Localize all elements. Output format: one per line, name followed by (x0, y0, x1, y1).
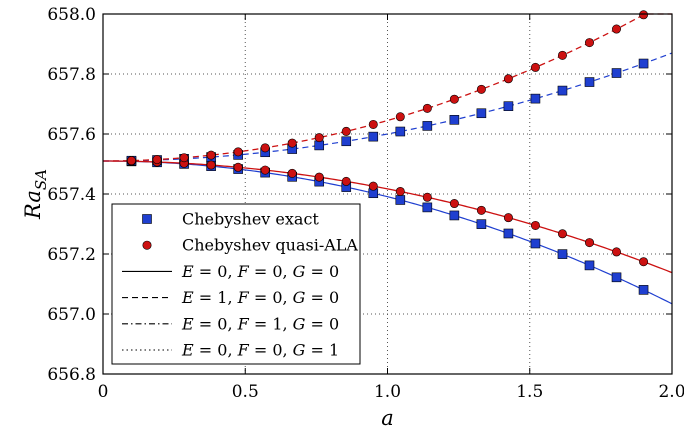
marker-exact-square (341, 136, 352, 147)
marker-quasi-circle (152, 155, 162, 165)
curve-quasi-E1 (103, 13, 672, 162)
marker-quasi-circle (639, 10, 649, 20)
legend-entry-label: E = 0, F = 1, G = 0 (181, 314, 339, 333)
marker-exact-square (611, 272, 622, 283)
marker-exact-square (530, 93, 541, 104)
marker-quasi-circle (314, 172, 324, 182)
marker-quasi-circle (260, 143, 270, 153)
y-tick-label: 656.8 (47, 365, 96, 385)
marker-quasi-circle (449, 199, 459, 209)
marker-quasi-circle (368, 119, 378, 129)
y-axis-label: RaSA (21, 169, 50, 220)
marker-exact-square (584, 260, 595, 271)
y-tick-label: 657.6 (47, 125, 96, 145)
marker-quasi-circle (476, 84, 486, 94)
marker-quasi-circle (206, 160, 216, 170)
marker-quasi-circle (287, 168, 297, 178)
marker-quasi-circle (368, 181, 378, 191)
marker-quasi-circle (584, 238, 594, 248)
marker-exact-square (503, 228, 514, 239)
marker-exact-square (557, 85, 568, 96)
legend-entry-label: Chebyshev quasi-ALA (182, 236, 358, 255)
marker-exact-square (449, 115, 460, 125)
y-tick-labels: 656.8 657.0 657.2 657.4 657.6 657.8 658.0 (47, 5, 96, 385)
curve-quasi-E0 (103, 160, 673, 274)
marker-quasi-circle (395, 112, 405, 122)
marker-exact-square (503, 101, 514, 111)
marker-exact-square (530, 238, 541, 249)
x-tick-label: 2.0 (658, 382, 684, 402)
marker-exact-square (449, 210, 460, 221)
marker-exact-square (476, 108, 487, 119)
y-tick-label: 658.0 (47, 5, 96, 25)
ticks (102, 13, 673, 375)
x-tick-label: 1.0 (374, 382, 401, 402)
marker-quasi-circle (530, 62, 540, 72)
x-tick-label: 0.5 (232, 382, 259, 402)
marker-exact-square (422, 202, 433, 213)
legend-entry-label: Chebyshev exact (182, 210, 319, 229)
marker-exact-square (638, 285, 649, 295)
marker-quasi-circle (233, 147, 243, 157)
x-tick-labels: 0 0.5 1.0 1.5 2.0 (98, 382, 684, 402)
curves (103, 13, 673, 305)
marker-exact-square (368, 131, 379, 142)
x-tick-label: 1.5 (516, 382, 543, 402)
marker-exact-square (395, 126, 406, 137)
marker-exact-square (557, 249, 568, 259)
marker-exact-square (584, 77, 595, 87)
marker-exact-square (638, 58, 649, 69)
marker-quasi-circle (476, 205, 486, 215)
marker-quasi-circle (503, 74, 513, 84)
y-tick-label: 657.8 (47, 65, 96, 85)
marker-quasi-circle (422, 103, 432, 113)
marker-quasi-circle (503, 213, 513, 223)
marker-exact-square (422, 121, 433, 131)
marker-exact-square (314, 140, 325, 151)
marker-exact-square (611, 68, 622, 78)
marker-quasi-circle (126, 156, 136, 166)
y-tick-label: 657.0 (47, 305, 96, 325)
marker-quasi-circle (557, 229, 567, 239)
marker-quasi-circle (422, 192, 432, 202)
marker-quasi-circle (314, 133, 324, 143)
marker-exact-square (476, 219, 487, 229)
x-tick-label: 0 (98, 382, 109, 402)
legend-entry-label: E = 1, F = 0, G = 0 (181, 288, 339, 307)
x-axis-label: a (381, 406, 394, 430)
curve-exact-E0 (103, 160, 673, 305)
curve-exact-E1 (103, 52, 673, 162)
marker-quasi-circle (341, 126, 351, 136)
marker-quasi-circle (612, 247, 622, 257)
legend-box (111, 203, 361, 365)
marker-quasi-circle (584, 38, 594, 48)
y-axis-label-main: Ra (21, 190, 45, 220)
marker-quasi-circle (206, 150, 216, 160)
marker-quasi-circle (639, 257, 649, 267)
marker-quasi-circle (530, 220, 540, 230)
y-tick-label: 657.4 (47, 185, 96, 205)
data-markers (126, 10, 649, 295)
marker-quasi-circle (287, 138, 297, 148)
y-axis-label-subscript: SA (32, 169, 50, 190)
marker-quasi-circle (233, 162, 243, 172)
marker-quasi-circle (179, 153, 189, 163)
marker-quasi-circle (260, 165, 270, 175)
legend-entry-label: E = 0, F = 0, G = 0 (181, 262, 339, 281)
marker-quasi-circle (395, 186, 405, 196)
legend-swatch-circle (142, 240, 152, 250)
legend-swatch-square (142, 214, 152, 224)
legend-entry-label: E = 0, F = 0, G = 1 (181, 341, 339, 360)
marker-quasi-circle (449, 94, 459, 104)
marker-exact-square (395, 195, 406, 205)
marker-quasi-circle (557, 50, 567, 60)
legend: Chebyshev exact Chebyshev quasi-ALA E = 0,… (111, 203, 361, 365)
marker-quasi-circle (341, 176, 351, 186)
y-tick-label: 657.2 (47, 245, 96, 265)
marker-quasi-circle (612, 24, 622, 34)
